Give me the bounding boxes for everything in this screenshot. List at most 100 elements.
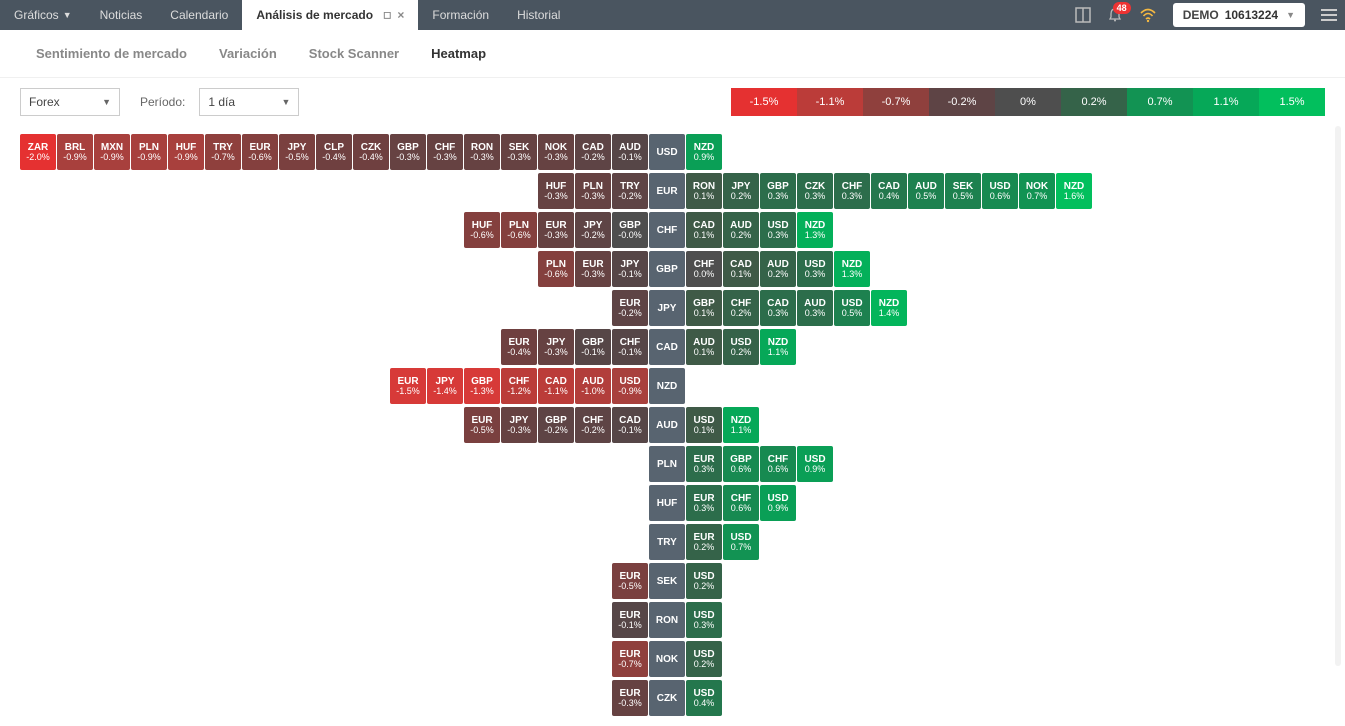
heatmap-base-cell[interactable]: EUR [649,173,685,209]
heatmap-cell[interactable]: EUR-1.5% [390,368,426,404]
notifications-icon[interactable]: 48 [1099,0,1131,30]
heatmap-base-cell[interactable]: HUF [649,485,685,521]
heatmap-cell[interactable]: EUR-0.6% [242,134,278,170]
topnav-tab[interactable]: Gráficos▼ [0,0,86,30]
heatmap-cell[interactable]: CAD0.4% [871,173,907,209]
heatmap-base-cell[interactable]: USD [649,134,685,170]
heatmap-cell[interactable]: NZD1.4% [871,290,907,326]
heatmap-base-cell[interactable]: CAD [649,329,685,365]
heatmap-cell[interactable]: USD0.3% [797,251,833,287]
heatmap-cell[interactable]: CHF0.3% [834,173,870,209]
heatmap-cell[interactable]: PLN-0.6% [538,251,574,287]
topnav-tab[interactable]: Calendario [156,0,242,30]
topnav-tab[interactable]: Noticias [86,0,157,30]
heatmap-cell[interactable]: AUD-0.1% [612,134,648,170]
heatmap-cell[interactable]: EUR0.2% [686,524,722,560]
scrollbar[interactable] [1335,126,1341,666]
heatmap-cell[interactable]: BRL-0.9% [57,134,93,170]
heatmap-cell[interactable]: HUF-0.3% [538,173,574,209]
heatmap-cell[interactable]: NOK0.7% [1019,173,1055,209]
connection-icon[interactable] [1131,0,1165,30]
heatmap-cell[interactable]: USD0.2% [686,563,722,599]
heatmap-cell[interactable]: CAD-0.1% [612,407,648,443]
heatmap-cell[interactable]: USD0.1% [686,407,722,443]
heatmap-cell[interactable]: HUF-0.6% [464,212,500,248]
heatmap-cell[interactable]: EUR-0.3% [575,251,611,287]
heatmap-cell[interactable]: EUR-0.3% [612,680,648,716]
subnav-tab[interactable]: Sentimiento de mercado [20,36,203,71]
heatmap-cell[interactable]: NOK-0.3% [538,134,574,170]
heatmap-cell[interactable]: CHF0.2% [723,290,759,326]
heatmap-cell[interactable]: AUD0.3% [797,290,833,326]
topnav-tab[interactable]: Formación [418,0,503,30]
account-selector[interactable]: DEMO10613224▼ [1173,3,1305,27]
heatmap-cell[interactable]: CAD0.1% [686,212,722,248]
heatmap-cell[interactable]: PLN-0.3% [575,173,611,209]
heatmap-cell[interactable]: USD0.7% [723,524,759,560]
pin-icon[interactable]: ◻ [383,10,391,21]
heatmap-cell[interactable]: CHF0.6% [760,446,796,482]
heatmap-cell[interactable]: AUD0.1% [686,329,722,365]
heatmap-base-cell[interactable]: NZD [649,368,685,404]
heatmap-cell[interactable]: ZAR-2.0% [20,134,56,170]
heatmap-cell[interactable]: AUD0.2% [760,251,796,287]
heatmap-cell[interactable]: EUR0.3% [686,446,722,482]
heatmap-cell[interactable]: TRY-0.2% [612,173,648,209]
subnav-tab[interactable]: Stock Scanner [293,36,415,71]
heatmap-cell[interactable]: SEK-0.3% [501,134,537,170]
heatmap-cell[interactable]: USD0.9% [797,446,833,482]
heatmap-cell[interactable]: CHF-0.3% [427,134,463,170]
layout-icon[interactable] [1067,0,1099,30]
heatmap-cell[interactable]: JPY-0.1% [612,251,648,287]
heatmap-cell[interactable]: GBP-0.3% [390,134,426,170]
heatmap-cell[interactable]: TRY-0.7% [205,134,241,170]
heatmap-cell[interactable]: NZD0.9% [686,134,722,170]
heatmap-cell[interactable]: CZK-0.4% [353,134,389,170]
heatmap-cell[interactable]: CAD0.1% [723,251,759,287]
heatmap-cell[interactable]: GBP-0.1% [575,329,611,365]
heatmap-base-cell[interactable]: JPY [649,290,685,326]
heatmap-base-cell[interactable]: SEK [649,563,685,599]
heatmap-base-cell[interactable]: RON [649,602,685,638]
heatmap-cell[interactable]: JPY-0.3% [501,407,537,443]
heatmap-cell[interactable]: AUD0.2% [723,212,759,248]
heatmap-cell[interactable]: USD0.3% [760,212,796,248]
heatmap-cell[interactable]: EUR-0.1% [612,602,648,638]
heatmap-cell[interactable]: JPY-1.4% [427,368,463,404]
heatmap-cell[interactable]: MXN-0.9% [94,134,130,170]
topnav-tab[interactable]: Análisis de mercado◻× [242,0,418,30]
heatmap-cell[interactable]: GBP-0.2% [538,407,574,443]
heatmap-cell[interactable]: CHF0.0% [686,251,722,287]
heatmap-cell[interactable]: HUF-0.9% [168,134,204,170]
heatmap-cell[interactable]: GBP0.1% [686,290,722,326]
heatmap-cell[interactable]: AUD-1.0% [575,368,611,404]
heatmap-cell[interactable]: USD0.2% [686,641,722,677]
topnav-tab[interactable]: Historial [503,0,574,30]
heatmap-cell[interactable]: NZD1.1% [723,407,759,443]
heatmap-cell[interactable]: CAD-0.2% [575,134,611,170]
heatmap-cell[interactable]: CAD-1.1% [538,368,574,404]
heatmap-cell[interactable]: NZD1.1% [760,329,796,365]
heatmap-cell[interactable]: EUR-0.5% [464,407,500,443]
heatmap-cell[interactable]: GBP-1.3% [464,368,500,404]
heatmap-cell[interactable]: EUR-0.2% [612,290,648,326]
heatmap-cell[interactable]: EUR-0.5% [612,563,648,599]
heatmap-cell[interactable]: GBP0.6% [723,446,759,482]
heatmap-cell[interactable]: JPY0.2% [723,173,759,209]
heatmap-cell[interactable]: AUD0.5% [908,173,944,209]
heatmap-cell[interactable]: USD0.6% [982,173,1018,209]
subnav-tab[interactable]: Heatmap [415,36,502,71]
heatmap-base-cell[interactable]: PLN [649,446,685,482]
heatmap-cell[interactable]: NZD1.3% [797,212,833,248]
heatmap-cell[interactable]: SEK0.5% [945,173,981,209]
heatmap-cell[interactable]: PLN-0.6% [501,212,537,248]
heatmap-cell[interactable]: CZK0.3% [797,173,833,209]
heatmap-cell[interactable]: CHF-0.1% [612,329,648,365]
heatmap-cell[interactable]: CAD0.3% [760,290,796,326]
heatmap-cell[interactable]: PLN-0.9% [131,134,167,170]
heatmap-cell[interactable]: CLP-0.4% [316,134,352,170]
heatmap-base-cell[interactable]: NOK [649,641,685,677]
heatmap-cell[interactable]: RON0.1% [686,173,722,209]
heatmap-base-cell[interactable]: AUD [649,407,685,443]
period-select[interactable]: 1 día ▼ [199,88,299,116]
